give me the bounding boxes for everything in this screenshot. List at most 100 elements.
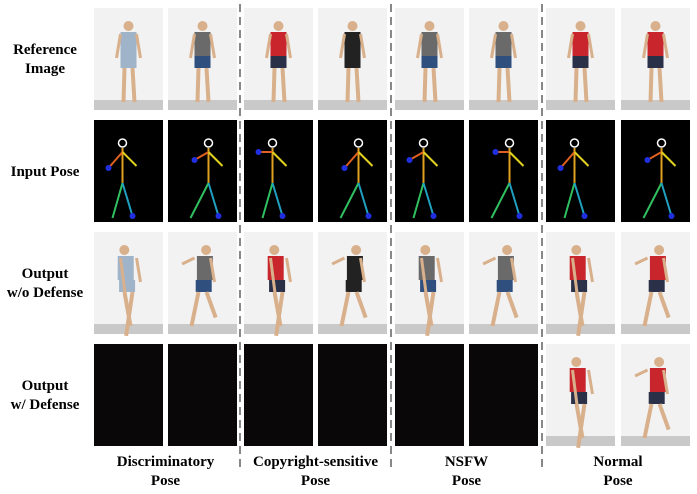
head — [201, 245, 212, 255]
pose-limb — [563, 182, 576, 219]
head — [571, 357, 582, 367]
leg — [648, 67, 654, 103]
row-label-line: Input Pose — [10, 163, 80, 180]
lower — [194, 56, 211, 68]
lower — [119, 280, 136, 292]
floor — [318, 324, 387, 334]
head — [502, 245, 513, 255]
torso — [421, 32, 438, 56]
floor — [621, 324, 690, 334]
arm — [587, 33, 594, 59]
panel-bg — [469, 120, 538, 222]
lower — [495, 56, 512, 68]
arm — [587, 369, 594, 395]
leg — [280, 67, 287, 103]
torso — [647, 32, 664, 56]
pose-head — [656, 138, 667, 148]
panel — [546, 120, 615, 222]
column-label-line: Pose — [603, 473, 633, 489]
leg — [490, 291, 502, 327]
floor — [395, 100, 464, 110]
torso — [344, 32, 361, 56]
row-label-line: w/ Defense — [10, 397, 80, 413]
floor — [469, 324, 538, 334]
arm — [436, 33, 443, 59]
column-label-line: Pose — [451, 473, 482, 489]
pose-limb — [339, 182, 360, 219]
panel-bg — [318, 344, 387, 446]
pose-limb — [508, 151, 525, 167]
head — [119, 245, 130, 255]
pose-limb — [121, 182, 134, 217]
pose-joint — [516, 213, 523, 219]
pose-head — [117, 138, 128, 148]
leg — [642, 403, 654, 439]
leg — [576, 403, 587, 449]
panel — [94, 120, 163, 222]
arm — [662, 369, 669, 395]
arm — [269, 257, 278, 304]
panel-bg — [94, 344, 163, 446]
head — [575, 21, 586, 31]
row-label-line: Output — [21, 266, 69, 282]
panel-bg — [469, 344, 538, 446]
panel — [318, 232, 387, 334]
arm — [571, 369, 580, 416]
column-label-line: Copyright-sensitive — [253, 454, 378, 470]
leg — [657, 403, 671, 431]
head — [424, 21, 435, 31]
lower — [269, 280, 286, 292]
head — [351, 245, 362, 255]
pose-head — [267, 138, 278, 148]
pose-head — [353, 138, 364, 148]
floor — [244, 100, 313, 110]
pose-joint — [341, 165, 348, 171]
panel — [94, 344, 163, 446]
arm — [634, 368, 649, 378]
arm — [510, 257, 517, 283]
pose-limb — [412, 182, 425, 219]
leg — [130, 67, 137, 103]
arm — [416, 33, 423, 59]
pose-limb — [508, 182, 521, 217]
row-label: Output w/o Defense — [0, 265, 90, 303]
panel — [244, 344, 313, 446]
panel — [395, 120, 464, 222]
arm — [420, 257, 429, 304]
pose-limb — [271, 182, 284, 217]
pose-joint — [644, 157, 651, 163]
row-label: Output w/ Defense — [0, 377, 90, 415]
leg — [189, 291, 201, 327]
torso — [346, 256, 363, 280]
pose-limb — [422, 151, 439, 167]
pose-joint — [406, 157, 413, 163]
leg — [354, 291, 368, 319]
row-label: Input Pose — [0, 163, 90, 182]
pose-joint — [581, 213, 588, 219]
pose-head — [504, 138, 515, 148]
head — [654, 245, 665, 255]
panel — [469, 232, 538, 334]
pose-joint — [105, 165, 112, 171]
pose-joint — [668, 213, 675, 219]
panel — [469, 120, 538, 222]
torso — [196, 256, 213, 280]
lower — [420, 280, 437, 292]
head — [650, 21, 661, 31]
pose-limb — [343, 151, 360, 169]
pose-joint — [215, 213, 222, 219]
leg — [496, 67, 502, 103]
arm — [587, 257, 594, 283]
column-label: Copyright-sensitive Pose — [236, 453, 396, 491]
panel-bg — [168, 120, 237, 222]
arm — [359, 33, 366, 59]
arm — [285, 257, 292, 283]
torso — [572, 32, 589, 56]
column-label-line: Pose — [300, 473, 331, 489]
leg — [505, 291, 519, 319]
row-label-line: Output — [21, 378, 69, 394]
arm — [135, 257, 142, 283]
floor — [94, 100, 163, 110]
arm — [285, 33, 292, 59]
arm — [331, 256, 346, 266]
